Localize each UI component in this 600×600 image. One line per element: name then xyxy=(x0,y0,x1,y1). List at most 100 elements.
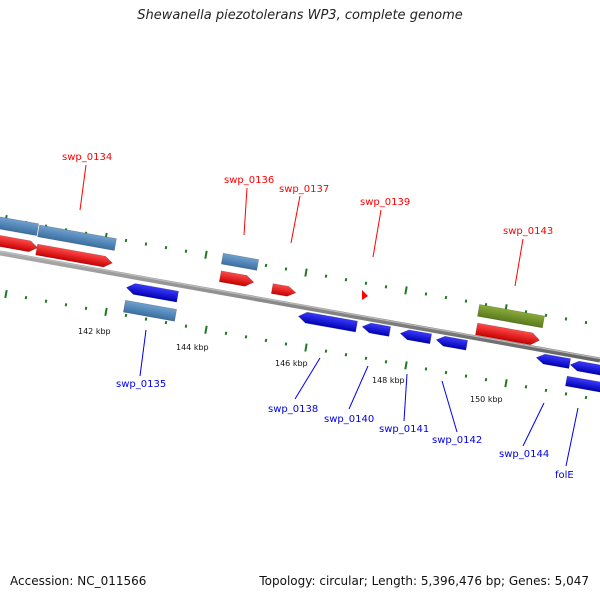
scale-tick-upper xyxy=(264,263,268,268)
accession-text: Accession: NC_011566 xyxy=(10,574,147,588)
cds-feature-reverse[interactable] xyxy=(399,328,432,345)
gene-leader-line xyxy=(522,402,545,447)
scale-tick-lower xyxy=(384,360,388,364)
gene-label-swp-0140[interactable]: swp_0140 xyxy=(324,414,374,425)
cds-feature-reverse[interactable] xyxy=(125,282,179,303)
cds-feature-forward[interactable] xyxy=(0,233,39,253)
scale-tick-lower xyxy=(424,367,428,371)
scale-label: 144 kbp xyxy=(176,343,209,352)
scale-tick-upper xyxy=(164,245,168,250)
backbone-highlight xyxy=(0,250,600,360)
scale-tick-upper xyxy=(564,317,568,321)
scale-tick-upper xyxy=(384,285,388,289)
scale-tick-lower xyxy=(484,378,488,382)
cds-feature-reverse[interactable] xyxy=(361,322,392,337)
scale-tick-upper xyxy=(124,238,128,243)
scale-label: 146 kbp xyxy=(275,359,308,368)
gene-feature-forward[interactable] xyxy=(220,252,260,271)
scale-tick-lower xyxy=(524,385,528,389)
scale-label: 150 kbp xyxy=(470,395,503,404)
gene-label-swp-0136[interactable]: swp_0136 xyxy=(224,175,274,186)
scale-tick-upper xyxy=(464,299,468,303)
gene-leader-line xyxy=(514,238,524,287)
gene-leader-line xyxy=(372,209,382,258)
scale-tick-lower xyxy=(24,295,28,300)
scale-tick-upper xyxy=(344,278,348,282)
scale-tick-upper xyxy=(424,292,428,296)
scale-tick-upper xyxy=(324,274,328,278)
gene-label-fole[interactable]: folE xyxy=(555,470,574,481)
scale-tick-lower xyxy=(504,379,508,388)
gene-feature-forward[interactable] xyxy=(477,304,545,329)
scale-tick-upper xyxy=(144,242,148,246)
cds-feature-forward[interactable] xyxy=(35,243,114,268)
gene-label-swp-0142[interactable]: swp_0142 xyxy=(432,435,482,446)
scale-tick-upper xyxy=(584,320,588,325)
scale-tick-lower xyxy=(364,356,368,360)
gene-feature-forward[interactable] xyxy=(37,224,117,251)
scale-label: 142 kbp xyxy=(78,327,111,336)
scale-tick-lower xyxy=(144,317,148,321)
gene-leader-line xyxy=(403,373,408,422)
genome-info-text: Topology: circular; Length: 5,396,476 bp… xyxy=(259,574,589,588)
cds-feature-reverse[interactable] xyxy=(435,335,468,351)
scale-tick-lower xyxy=(284,342,288,346)
gene-leader-line xyxy=(348,365,369,410)
scale-tick-lower xyxy=(584,395,588,400)
scale-tick-lower xyxy=(204,325,208,334)
gene-label-swp-0134[interactable]: swp_0134 xyxy=(62,152,112,163)
scale-tick-upper xyxy=(284,267,288,271)
scale-tick-lower xyxy=(464,374,468,378)
scale-tick-lower xyxy=(104,307,108,317)
cds-feature-forward[interactable] xyxy=(270,283,297,298)
scale-tick-lower xyxy=(84,306,88,310)
gene-leader-line xyxy=(79,164,87,211)
cds-feature-forward[interactable] xyxy=(362,290,368,300)
cds-feature-forward[interactable] xyxy=(218,270,255,288)
gene-label-swp-0143[interactable]: swp_0143 xyxy=(503,226,553,237)
scale-tick-lower xyxy=(224,331,228,335)
scale-tick-upper xyxy=(544,313,548,318)
cds-feature-reverse[interactable] xyxy=(535,353,571,369)
scale-tick-upper xyxy=(364,281,368,285)
cds-feature-forward[interactable] xyxy=(475,322,540,346)
gene-leader-line xyxy=(294,357,321,400)
scale-tick-upper xyxy=(184,249,188,253)
gene-label-swp-0144[interactable]: swp_0144 xyxy=(499,449,549,460)
scale-tick-lower xyxy=(64,303,68,307)
gene-leader-line xyxy=(290,195,301,244)
gene-feature-reverse[interactable] xyxy=(123,299,177,322)
gene-label-swp-0141[interactable]: swp_0141 xyxy=(379,424,429,435)
scale-tick-lower xyxy=(44,299,48,303)
gene-leader-line xyxy=(243,187,248,236)
scale-tick-lower xyxy=(264,338,268,343)
scale-label: 148 kbp xyxy=(372,376,405,385)
cds-feature-reverse[interactable] xyxy=(297,311,358,333)
scale-tick-lower xyxy=(4,289,8,299)
genome-backbone xyxy=(0,250,600,363)
scale-tick-upper xyxy=(204,250,208,259)
scale-tick-upper xyxy=(404,286,408,295)
scale-tick-lower xyxy=(544,388,548,393)
gene-label-swp-0135[interactable]: swp_0135 xyxy=(116,379,166,390)
scale-tick-upper xyxy=(444,295,448,300)
gene-feature-forward[interactable] xyxy=(0,215,40,236)
map-title: Shewanella piezotolerans WP3, complete g… xyxy=(137,8,463,23)
gene-leader-line xyxy=(441,380,458,433)
scale-tick-lower xyxy=(564,392,568,396)
scale-tick-lower xyxy=(324,349,328,353)
scale-tick-lower xyxy=(124,313,128,318)
gene-leader-line xyxy=(565,407,579,467)
gene-leader-line xyxy=(139,329,147,377)
scale-tick-lower xyxy=(244,335,248,339)
scale-tick-lower xyxy=(444,370,448,375)
scale-tick-lower xyxy=(404,361,408,370)
scale-tick-lower xyxy=(164,320,168,325)
gene-label-swp-0139[interactable]: swp_0139 xyxy=(360,197,410,208)
cds-feature-reverse[interactable] xyxy=(565,375,600,393)
cds-feature-reverse[interactable] xyxy=(569,360,600,377)
scale-tick-lower xyxy=(304,343,308,352)
gene-label-swp-0137[interactable]: swp_0137 xyxy=(279,184,329,195)
gene-label-swp-0138[interactable]: swp_0138 xyxy=(268,404,318,415)
